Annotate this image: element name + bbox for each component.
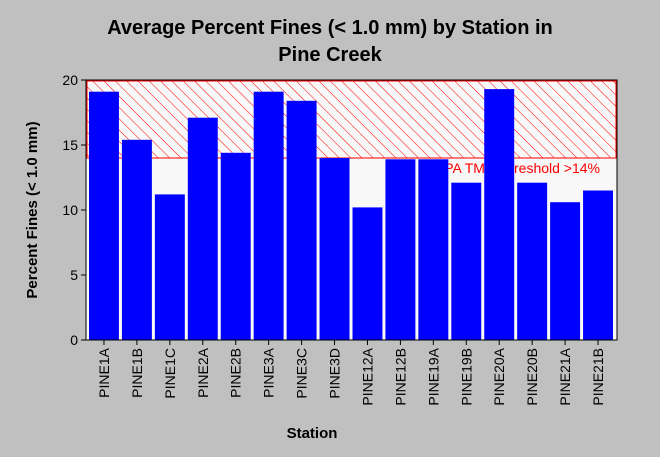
y-tick-label: 5 [70,267,78,283]
bar-pine19b [451,182,482,340]
bar-pine12a [352,207,383,340]
bar-pine1b [121,139,152,340]
chart-title-line-1: Average Percent Fines (< 1.0 mm) by Stat… [107,17,553,39]
x-tick-label: PINE19A [425,347,441,405]
threshold-band [86,80,617,159]
x-tick-label: PINE3D [327,348,343,399]
bar-pine19a [418,159,449,340]
x-tick-label: PINE12B [392,348,408,406]
x-tick-label: PINE20B [524,348,540,406]
bar-pine1c [154,194,185,340]
y-tick-label: 20 [62,72,78,88]
y-tick-label: 0 [70,332,78,348]
bar-pine3c [286,100,317,340]
bar-pine20a [484,89,515,340]
y-axis-title: Percent Fines (< 1.0 mm) [24,121,41,298]
x-axis-title: Station [287,425,338,442]
chart-title: Average Percent Fines (< 1.0 mm) by Stat… [60,15,600,69]
bar-pine1a [89,91,119,340]
y-tick-label: 15 [62,137,78,153]
x-tick-label: PINE2B [228,348,244,398]
x-tick-label: PINE3A [261,347,277,397]
x-tick-label: PINE21B [590,348,606,406]
y-tick-label: 10 [62,202,78,218]
bar-pine20b [517,182,548,340]
chart-title-line-2: Pine Creek [278,44,382,66]
threshold-label: EPA TMDL Treshold >14% [435,160,600,176]
bar-pine3a [253,91,284,340]
x-tick-label: PINE12A [359,347,375,405]
x-tick-label: PINE20A [491,347,507,405]
x-tick-label: PINE19B [458,348,474,406]
x-tick-label: PINE1C [162,348,178,399]
x-tick-label: PINE3C [294,348,310,399]
x-tick-label: PINE1B [129,348,145,398]
bar-pine2a [187,117,218,340]
x-tick-label: PINE21A [557,347,573,405]
bar-pine3d [319,158,350,340]
bar-pine12b [385,159,416,340]
x-tick-label: PINE1A [96,347,112,397]
bar-pine21a [550,202,581,340]
bar-pine21b [583,190,613,340]
bar-pine2b [220,152,251,340]
x-tick-label: PINE2A [195,347,211,397]
